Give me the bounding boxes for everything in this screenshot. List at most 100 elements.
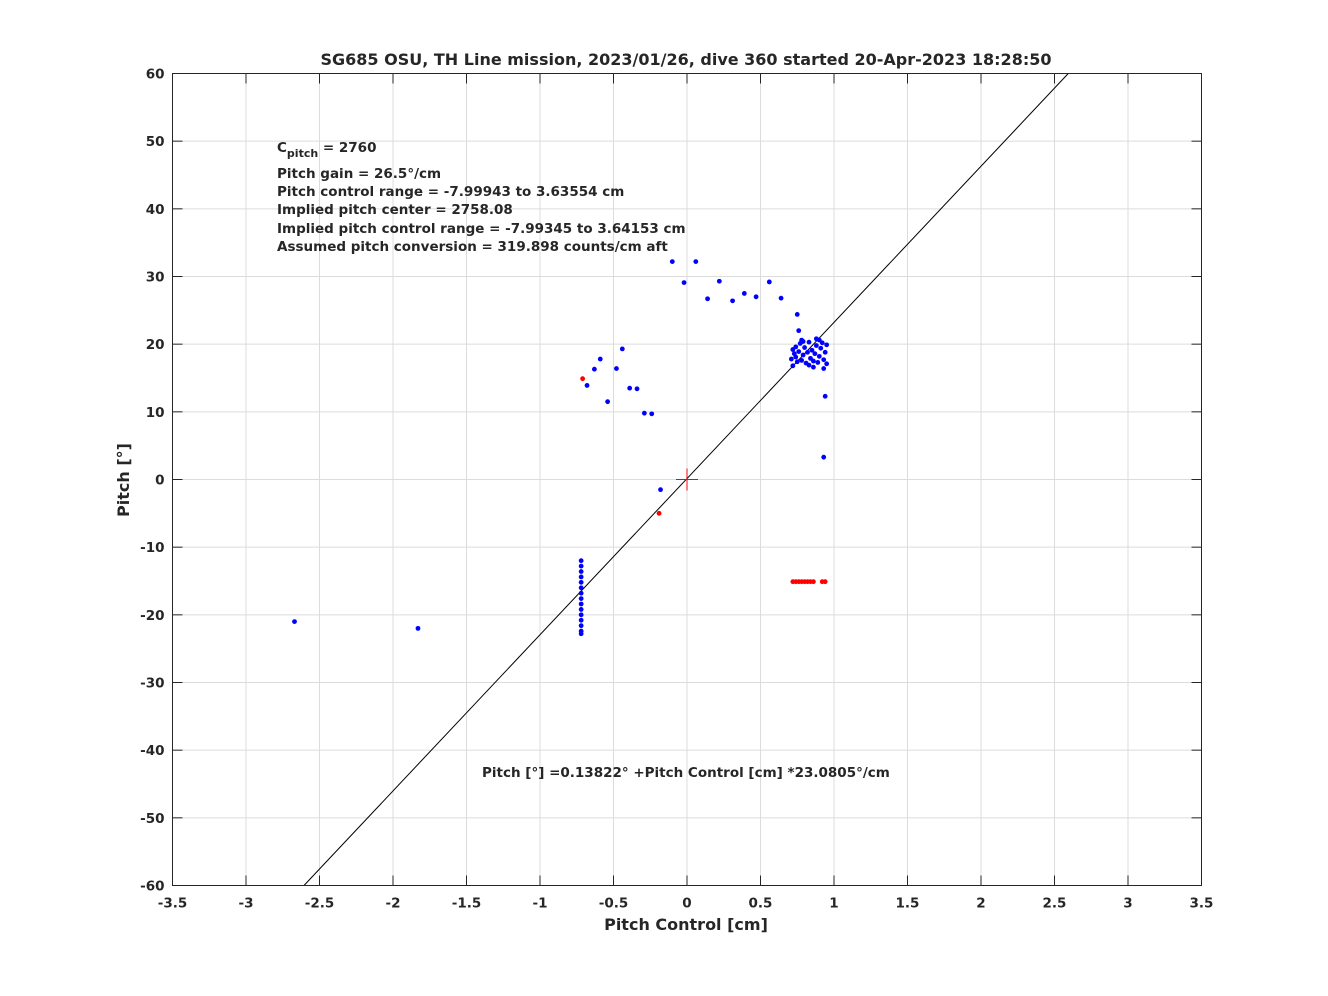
data-point bbox=[794, 311, 800, 317]
info-line-value: = 2760 bbox=[318, 140, 376, 156]
data-point bbox=[824, 361, 830, 367]
data-point bbox=[811, 579, 816, 585]
x-tick-label: -0.5 bbox=[599, 896, 629, 912]
y-tick-label: 10 bbox=[146, 405, 165, 421]
data-point bbox=[812, 351, 818, 357]
data-point bbox=[816, 353, 822, 359]
data-point bbox=[597, 356, 603, 362]
x-tick-label: 0.5 bbox=[749, 896, 773, 912]
y-tick-label: 0 bbox=[155, 473, 164, 489]
x-tick-label: 2.5 bbox=[1043, 896, 1067, 912]
y-tick-label: -40 bbox=[140, 743, 164, 759]
y-tick-label: -20 bbox=[140, 608, 164, 624]
fit-equation-label: Pitch [°] =0.13822° +Pitch Control [cm] … bbox=[482, 765, 890, 781]
data-point bbox=[806, 362, 812, 368]
y-tick-label: -60 bbox=[140, 879, 164, 895]
x-tick-label: 1.5 bbox=[896, 896, 920, 912]
data-point bbox=[796, 328, 802, 334]
data-point bbox=[578, 631, 584, 637]
data-point bbox=[796, 349, 802, 355]
x-tick-label: -2 bbox=[386, 896, 401, 912]
y-axis-label: Pitch [°] bbox=[114, 443, 133, 517]
data-point bbox=[822, 579, 828, 585]
x-tick-label: -3 bbox=[239, 896, 254, 912]
data-point bbox=[741, 291, 747, 296]
data-point bbox=[753, 294, 759, 300]
info-line: Implied pitch control range = -7.99345 t… bbox=[277, 221, 686, 237]
info-annotation: Cpitch = 2760 Pitch gain = 26.5°/cm Pitch … bbox=[277, 140, 686, 255]
info-line: Assumed pitch conversion = 319.898 count… bbox=[277, 239, 668, 255]
y-tick-label: -50 bbox=[140, 811, 164, 827]
info-line: Implied pitch center = 2758.08 bbox=[277, 202, 513, 218]
data-point bbox=[584, 383, 590, 388]
data-point bbox=[806, 339, 812, 345]
data-point bbox=[578, 590, 584, 596]
data-point bbox=[292, 619, 297, 624]
data-point bbox=[788, 356, 794, 362]
x-tick-label: -1 bbox=[533, 896, 548, 912]
data-point bbox=[578, 607, 584, 612]
data-point bbox=[627, 385, 633, 391]
data-point bbox=[821, 454, 827, 460]
data-point bbox=[656, 510, 662, 516]
x-tick-label: 1 bbox=[829, 896, 838, 912]
data-point bbox=[578, 574, 584, 580]
data-point bbox=[578, 558, 584, 564]
data-point bbox=[778, 295, 784, 301]
x-tick-label: 3.5 bbox=[1190, 896, 1214, 912]
x-tick-label: -3.5 bbox=[158, 896, 188, 912]
axis-ticks: -3.5 -3 -2.5 -2 -1.5 -1 -0.5 0 0.5 1 1.5 2 2.5 3 3.5 -6… bbox=[140, 67, 1213, 912]
data-point bbox=[800, 352, 806, 358]
data-point bbox=[816, 337, 822, 343]
data-points bbox=[292, 259, 830, 637]
data-point bbox=[805, 349, 810, 355]
data-point bbox=[790, 363, 796, 369]
x-tick-label: 2 bbox=[976, 896, 985, 912]
chart-title: SG685 OSU, TH Line mission, 2023/01/26, … bbox=[321, 50, 1052, 69]
x-tick-label: 3 bbox=[1123, 896, 1132, 912]
data-point bbox=[766, 279, 772, 285]
data-point bbox=[813, 343, 819, 348]
data-point bbox=[794, 359, 800, 365]
data-point bbox=[578, 569, 584, 574]
data-point bbox=[802, 345, 807, 350]
data-point bbox=[605, 399, 611, 405]
info-line-text: Pitch gain = 26.5°/cm bbox=[277, 166, 441, 182]
data-point bbox=[811, 358, 816, 364]
data-point bbox=[669, 259, 675, 265]
data-point bbox=[818, 345, 824, 351]
data-point bbox=[578, 585, 584, 591]
data-point bbox=[649, 411, 655, 417]
info-line: Pitch control range = -7.99943 to 3.6355… bbox=[277, 184, 624, 200]
info-line: Cpitch = 2760 bbox=[277, 140, 376, 160]
info-line: Pitch gain = 26.5°/cm bbox=[277, 166, 441, 182]
data-point bbox=[619, 346, 625, 352]
data-point bbox=[811, 364, 816, 370]
y-tick-label: 50 bbox=[146, 134, 165, 150]
y-tick-label: 30 bbox=[146, 270, 165, 286]
data-point bbox=[716, 278, 722, 284]
data-point bbox=[799, 358, 805, 363]
y-tick-label: 60 bbox=[146, 67, 165, 83]
info-line-text: Implied pitch center = 2758.08 bbox=[277, 202, 513, 218]
data-point bbox=[591, 366, 597, 372]
data-point bbox=[730, 298, 735, 304]
data-point bbox=[824, 342, 830, 348]
data-point bbox=[634, 386, 640, 392]
data-point bbox=[614, 366, 619, 371]
data-point bbox=[822, 349, 828, 355]
data-point bbox=[800, 339, 806, 344]
data-point bbox=[821, 366, 827, 371]
data-point bbox=[580, 376, 586, 382]
x-tick-label: 0 bbox=[682, 896, 691, 912]
data-point bbox=[578, 579, 584, 585]
data-point bbox=[809, 347, 815, 353]
data-point bbox=[793, 354, 799, 360]
data-point bbox=[641, 410, 647, 416]
data-point bbox=[578, 612, 584, 618]
data-point bbox=[658, 487, 663, 493]
grid-lines bbox=[172, 73, 1202, 886]
data-point bbox=[578, 563, 584, 569]
x-tick-label: -2.5 bbox=[305, 896, 335, 912]
